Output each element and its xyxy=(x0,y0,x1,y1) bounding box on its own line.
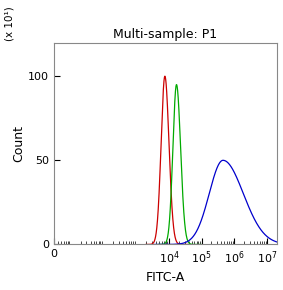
Text: (x 10¹): (x 10¹) xyxy=(5,6,15,41)
Title: Multi-sample: P1: Multi-sample: P1 xyxy=(113,28,217,41)
Y-axis label: Count: Count xyxy=(12,125,25,162)
X-axis label: FITC-A: FITC-A xyxy=(146,271,185,284)
